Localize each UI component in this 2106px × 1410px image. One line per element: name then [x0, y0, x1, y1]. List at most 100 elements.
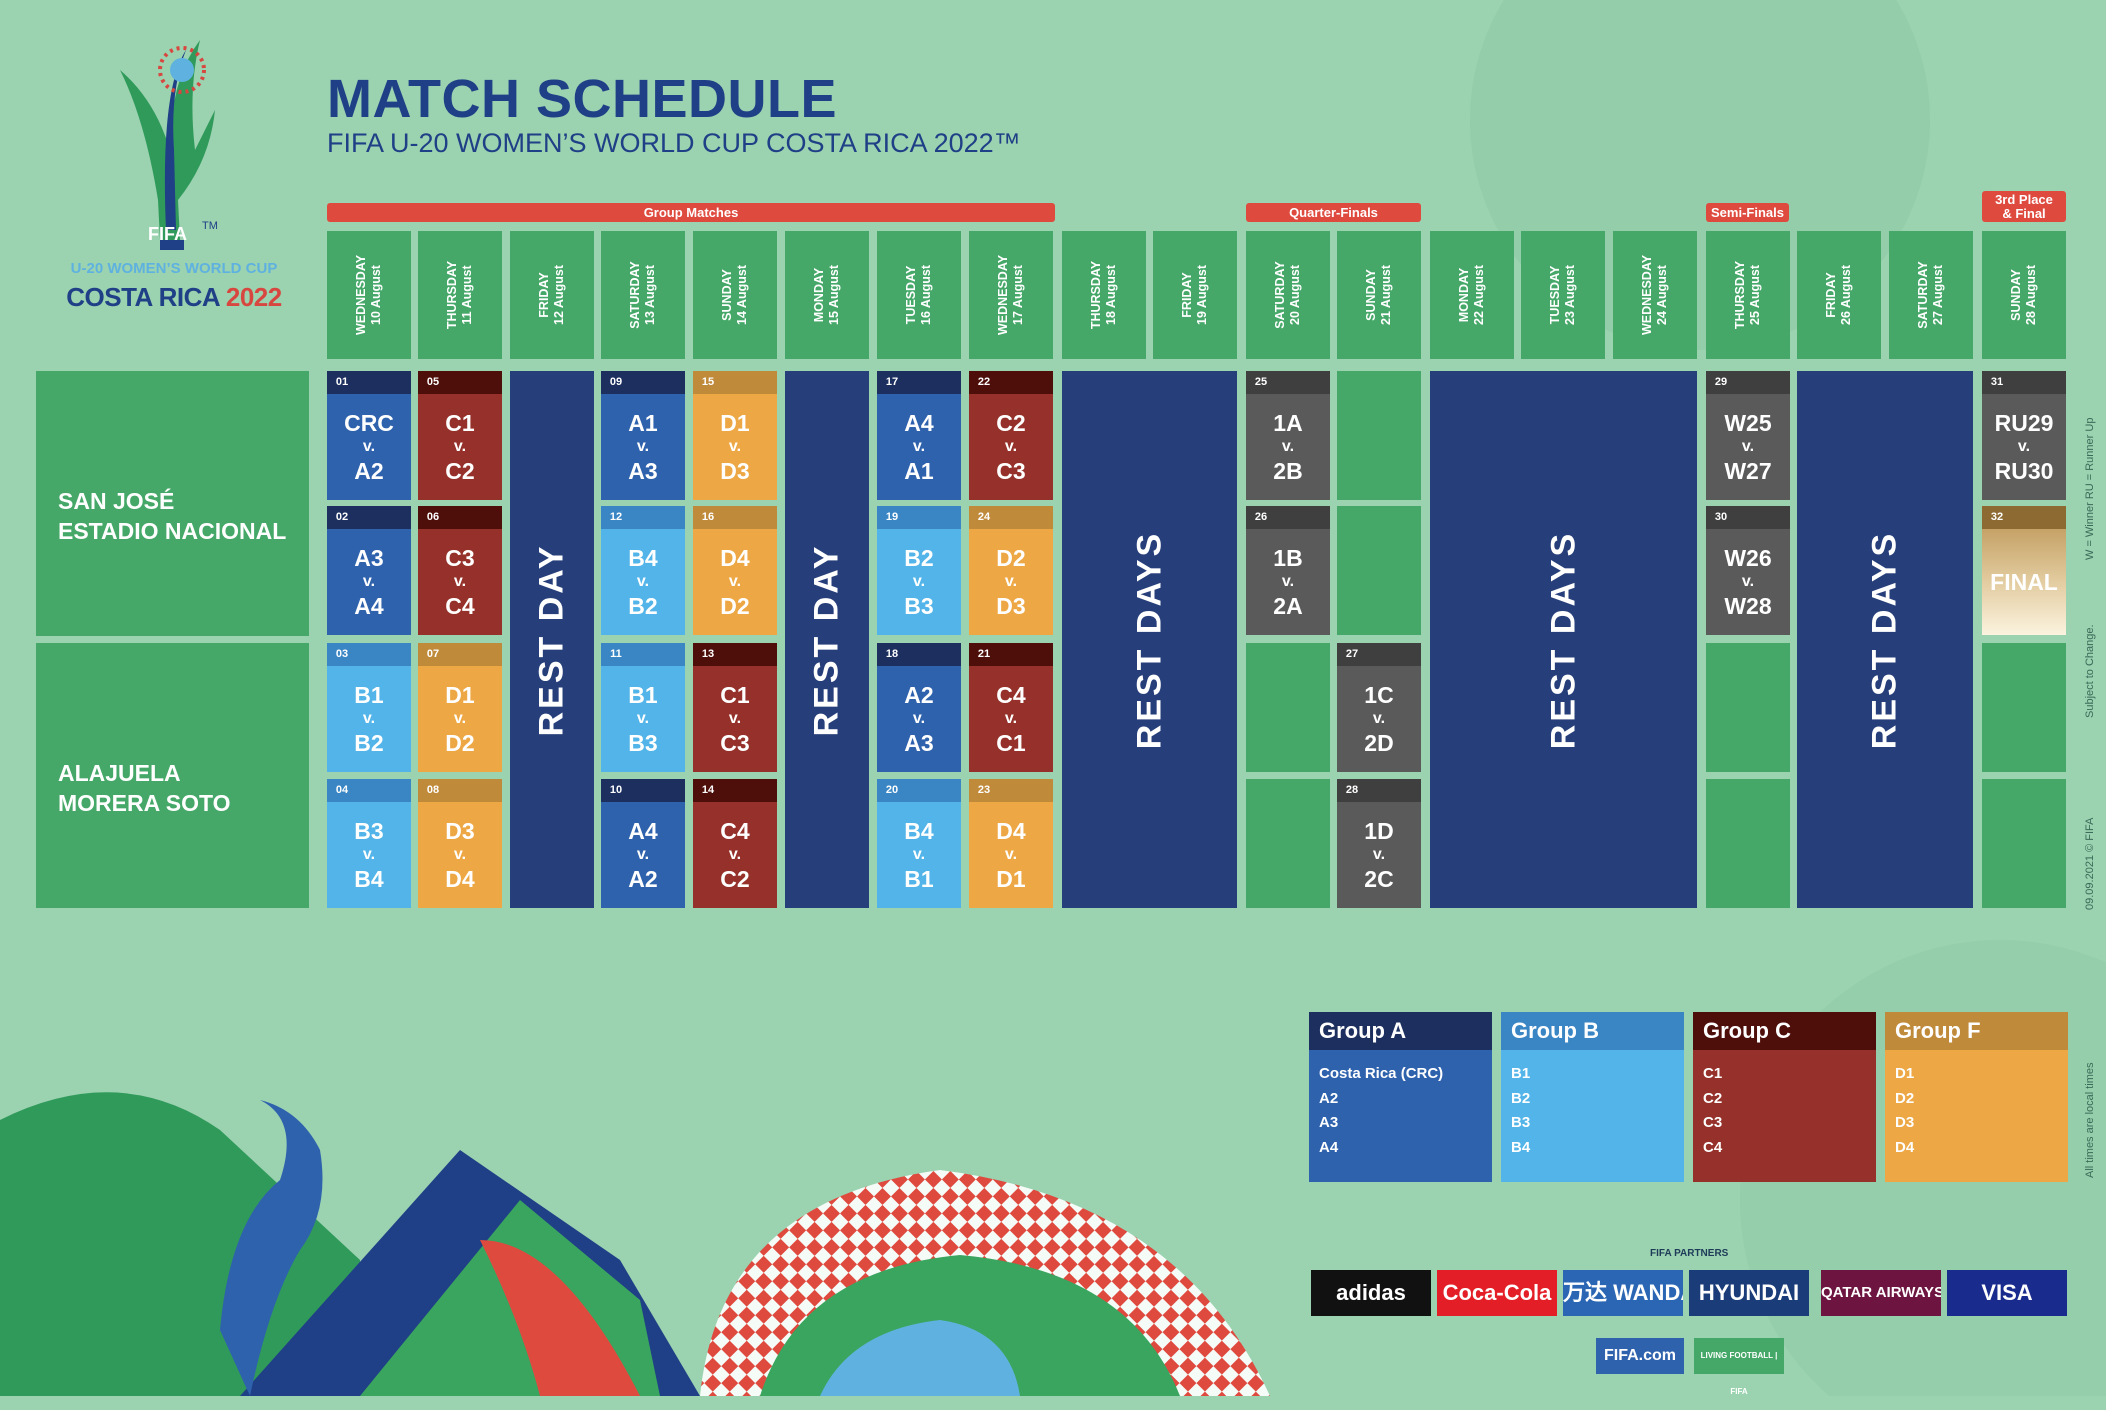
match-card[interactable]: 04 B3 v. B4: [327, 779, 411, 908]
versus-label: v.: [728, 438, 742, 455]
match-card[interactable]: 27 1C v. 2D: [1337, 643, 1421, 772]
match-card[interactable]: 06 C3 v. C4: [418, 506, 502, 635]
match-card[interactable]: 07 D1 v. D2: [418, 643, 502, 772]
weekday-label: FRIDAY: [1180, 272, 1194, 318]
empty-slot: [1706, 779, 1790, 908]
match-card[interactable]: 28 1D v. 2C: [1337, 779, 1421, 908]
day-header: THURSDAY 11 August: [418, 231, 502, 359]
match-card[interactable]: 05 C1 v. C2: [418, 371, 502, 500]
team-home: 1D: [1364, 818, 1394, 844]
match-card[interactable]: 02 A3 v. A4: [327, 506, 411, 635]
rest-block: REST DAYS: [1062, 371, 1237, 908]
match-card[interactable]: 12 B4 v. B2: [601, 506, 685, 635]
fifa-logo-text: FIFA: [148, 224, 187, 244]
match-number: 02: [335, 511, 349, 523]
match-card[interactable]: 08 D3 v. D4: [418, 779, 502, 908]
match-card[interactable]: 14 C4 v. C2: [693, 779, 777, 908]
team-away: D1: [996, 866, 1026, 892]
group-team: B1: [1511, 1065, 1531, 1082]
match-card[interactable]: 29 W25 v. W27: [1706, 371, 1790, 500]
match-card[interactable]: 30 W26 v. W28: [1706, 506, 1790, 635]
match-number: 17: [885, 376, 899, 388]
team-away: D4: [445, 866, 475, 892]
weekday-label: SATURDAY: [628, 261, 642, 329]
day-header: FRIDAY 19 August: [1153, 231, 1237, 359]
partner-logo[interactable]: 万达 WANDA: [1563, 1270, 1683, 1316]
versus-label: v.: [1741, 573, 1755, 590]
match-card[interactable]: 03 B1 v. B2: [327, 643, 411, 772]
day-header: SUNDAY 28 August: [1982, 231, 2066, 359]
empty-slot: [1706, 643, 1790, 772]
match-card[interactable]: 18 A2 v. A3: [877, 643, 961, 772]
team-away: B3: [904, 593, 934, 619]
team-home: C4: [996, 682, 1026, 708]
day-header: THURSDAY 18 August: [1062, 231, 1146, 359]
partner-logo[interactable]: adidas: [1311, 1270, 1431, 1316]
match-number: 05: [426, 376, 440, 388]
partner-logo[interactable]: VISA: [1947, 1270, 2067, 1316]
team-away: 2D: [1364, 730, 1394, 756]
match-card[interactable]: 31 RU29 v. RU30: [1982, 371, 2066, 500]
partner-logo[interactable]: HYUNDAI: [1689, 1270, 1809, 1316]
team-away: C2: [720, 866, 750, 892]
stage-group-matches: Group Matches: [327, 203, 1055, 222]
rest-label: REST DAY: [532, 543, 571, 736]
team-home: B1: [354, 682, 384, 708]
match-card[interactable]: 17 A4 v. A1: [877, 371, 961, 500]
local-times-note: All times are local times: [2084, 1062, 2096, 1178]
versus-label: v.: [912, 573, 926, 590]
team-away: C3: [720, 730, 750, 756]
match-number: 04: [335, 784, 349, 796]
team-home: C4: [720, 818, 750, 844]
match-card[interactable]: 09 A1 v. A3: [601, 371, 685, 500]
stage-semi-finals: Semi-Finals: [1706, 203, 1789, 222]
date-label: 24 August: [1655, 265, 1669, 325]
match-card[interactable]: 23 D4 v. D1: [969, 779, 1053, 908]
legend-note: W = Winner RU = Runner Up: [2084, 417, 2096, 560]
match-card[interactable]: 13 C1 v. C3: [693, 643, 777, 772]
match-number: 31: [1990, 376, 2004, 388]
partner-logo[interactable]: QATAR AIRWAYS: [1821, 1270, 1941, 1316]
match-card[interactable]: 22 C2 v. C3: [969, 371, 1053, 500]
weekday-label: WEDNESDAY: [996, 254, 1010, 336]
day-header: WEDNESDAY 24 August: [1613, 231, 1697, 359]
team-home: RU29: [1994, 410, 2054, 436]
match-card[interactable]: 10 A4 v. A2: [601, 779, 685, 908]
versus-label: v.: [728, 846, 742, 863]
match-card[interactable]: 15 D1 v. D3: [693, 371, 777, 500]
empty-slot: [1337, 371, 1421, 500]
team-home: B4: [904, 818, 934, 844]
fifacom-logo[interactable]: FIFA.com: [1596, 1338, 1684, 1374]
team-home: B2: [904, 545, 934, 571]
rest-block: REST DAYS: [1430, 371, 1697, 908]
match-card[interactable]: 21 C4 v. C1: [969, 643, 1053, 772]
partner-logo[interactable]: Coca-Cola: [1437, 1270, 1557, 1316]
logo-host-year: COSTA RICA 2022: [66, 282, 282, 312]
group-box: Group B B1 B2 B3 B4: [1501, 1012, 1684, 1182]
weekday-label: SUNDAY: [720, 269, 734, 321]
team-home: D1: [445, 682, 475, 708]
weekday-label: THURSDAY: [1089, 260, 1103, 330]
weekday-label: FRIDAY: [537, 272, 551, 318]
empty-slot: [1982, 779, 2066, 908]
team-away: C1: [996, 730, 1026, 756]
player-silhouette: [220, 1100, 323, 1396]
match-card[interactable]: 01 CRC v. A2: [327, 371, 411, 500]
final-card[interactable]: 32 FINAL: [1982, 506, 2066, 635]
day-header: SUNDAY 14 August: [693, 231, 777, 359]
venue-city: ALAJUELA: [58, 760, 181, 786]
match-number: 11: [610, 648, 622, 660]
match-card[interactable]: 24 D2 v. D3: [969, 506, 1053, 635]
match-card[interactable]: 20 B4 v. B1: [877, 779, 961, 908]
match-card[interactable]: 16 D4 v. D2: [693, 506, 777, 635]
weekday-label: SUNDAY: [2009, 269, 2023, 321]
date-label: 13 August: [643, 265, 657, 325]
match-card[interactable]: 11 B1 v. B3: [601, 643, 685, 772]
match-card[interactable]: 25 1A v. 2B: [1246, 371, 1330, 500]
team-home: C1: [445, 410, 475, 436]
match-card[interactable]: 19 B2 v. B3: [877, 506, 961, 635]
match-card[interactable]: 26 1B v. 2A: [1246, 506, 1330, 635]
match-number: 25: [1254, 376, 1268, 388]
date-label: 27 August: [1931, 265, 1945, 325]
match-number: 01: [335, 376, 349, 388]
